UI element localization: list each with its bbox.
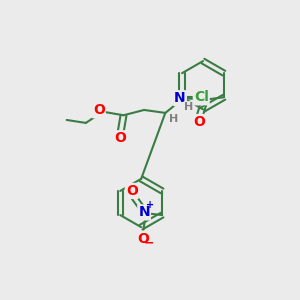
Text: +: + bbox=[146, 200, 154, 210]
Text: N: N bbox=[174, 91, 186, 105]
Text: O: O bbox=[126, 184, 138, 198]
Text: O: O bbox=[93, 103, 105, 117]
Text: −: − bbox=[144, 236, 155, 249]
Text: O: O bbox=[137, 232, 149, 246]
Text: O: O bbox=[115, 131, 127, 145]
Text: H: H bbox=[184, 102, 194, 112]
Text: H: H bbox=[169, 114, 178, 124]
Text: O: O bbox=[194, 115, 206, 129]
Text: Cl: Cl bbox=[194, 90, 209, 104]
Text: N: N bbox=[138, 206, 150, 219]
